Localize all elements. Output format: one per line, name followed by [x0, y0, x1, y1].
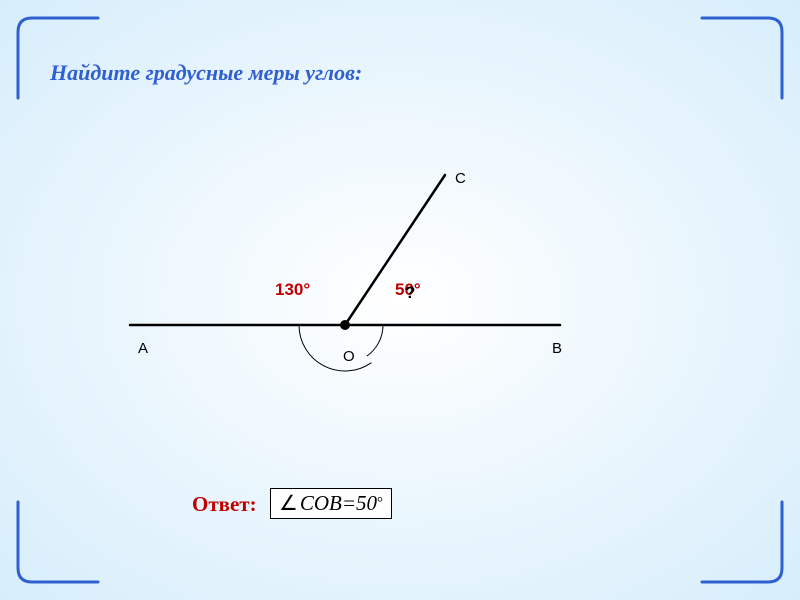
answer-value: 50	[356, 491, 377, 516]
slide: Найдите градусные меры углов: A B O C 13…	[0, 0, 800, 600]
question-mark: ?	[405, 283, 415, 303]
angle-diagram	[0, 0, 800, 600]
answer-expr-left: COB	[300, 491, 342, 516]
answer-equals: =	[342, 491, 356, 516]
angle-symbol: ∠	[279, 491, 298, 516]
point-label-o: O	[343, 348, 355, 365]
angle-aoc-label: 130°	[275, 280, 310, 300]
answer-box: ∠COB = 50°	[270, 488, 392, 519]
point-label-b: B	[552, 340, 562, 357]
answer-degree: °	[377, 495, 383, 512]
point-label-a: A	[138, 340, 148, 357]
answer-label: Ответ:	[192, 492, 257, 517]
point-label-c: C	[455, 170, 466, 187]
